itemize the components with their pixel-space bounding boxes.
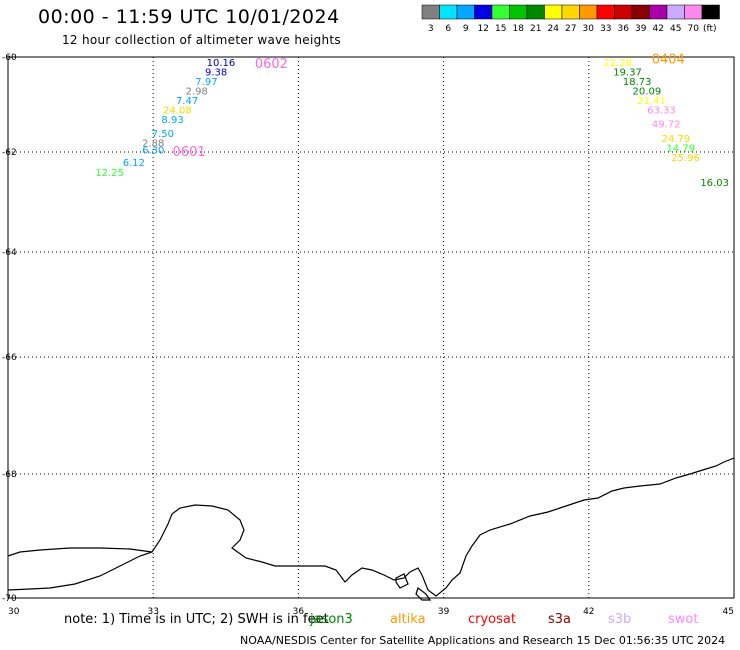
- wave-height-label: 10.16: [207, 58, 236, 69]
- coastline-inlet-2: [415, 587, 432, 601]
- wave-height-label: 16.03: [700, 178, 729, 189]
- colorbar-label: 70: [688, 24, 700, 34]
- wave-height-label: 24.08: [163, 105, 192, 116]
- wave-height-label: 25.96: [671, 153, 700, 164]
- coastline-inlet: [395, 573, 409, 589]
- satellite-legend-item: cryosat: [468, 612, 516, 627]
- wave-height-label: 7.50: [152, 129, 174, 140]
- colorbar-label: 36: [618, 24, 630, 34]
- lon-tick-label: 33: [147, 607, 158, 617]
- colorbar-label: 30: [583, 24, 595, 34]
- satellite-legend-item: s3a: [548, 612, 572, 627]
- colorbar-label: 9: [463, 24, 469, 34]
- wave-height-label: 24.79: [662, 134, 691, 145]
- lat-tick-label: -68: [2, 470, 17, 480]
- map-area: 30 33 36 39 42 45 -60 -62 -64 -66 -68 -70 10.169.38…: [2, 52, 735, 617]
- satellite-legend-item: altika: [390, 612, 426, 627]
- track-id-label: 0601: [173, 145, 206, 160]
- wave-height-label: 14.79: [666, 143, 695, 154]
- wave-height-label: 2.98: [186, 86, 208, 97]
- colorbar-label: (ft): [703, 24, 717, 34]
- lon-tick-label: 45: [723, 607, 734, 617]
- color-scale-legend: 3 6 9 12 15 18 21 24 27 30 33 36 39 42 45 70 (ft): [421, 4, 720, 34]
- wave-height-label: 49.72: [652, 120, 681, 131]
- colorbar-label: 24: [548, 24, 560, 34]
- satellite-legend-item: s3b: [608, 612, 632, 627]
- colorbar-swatch: [701, 4, 720, 20]
- map-subtitle: 12 hour collection of altimeter wave hei…: [62, 33, 341, 47]
- colorbar-label: 12: [478, 24, 489, 34]
- colorbar-label: 6: [445, 24, 451, 34]
- lon-tick-label: 42: [583, 607, 594, 617]
- wave-height-label: 20.09: [633, 86, 662, 97]
- lat-tick-label: -70: [2, 594, 17, 604]
- lon-tick-label: 39: [438, 607, 450, 617]
- colorbar-label: 18: [513, 24, 525, 34]
- colorbar-label: 42: [653, 24, 664, 34]
- lat-tick-label: -62: [2, 148, 17, 158]
- lat-tick-label: -64: [2, 248, 17, 258]
- map-title: 00:00 - 11:59 UTC 10/01/2024: [38, 6, 340, 28]
- wave-height-label: 6.30: [142, 146, 164, 157]
- colorbar-label: 33: [600, 24, 611, 34]
- map-note: note: 1) Time is in UTC; 2) SWH is in fe…: [64, 612, 329, 627]
- coastline: [7, 457, 735, 597]
- track-id-label: 0602: [255, 57, 288, 72]
- colorbar-label: 27: [565, 24, 576, 34]
- wave-height-label: 7.47: [176, 96, 198, 107]
- map-frame: [7, 56, 735, 599]
- colorbar-label: 21: [530, 24, 541, 34]
- coastline-island: [7, 547, 153, 557]
- wave-height-label: 9.38: [205, 67, 227, 78]
- colorbar-label: 3: [428, 24, 434, 34]
- wave-height-label: 63.33: [647, 105, 676, 116]
- wave-height-label: 19.37: [613, 67, 642, 78]
- wave-height-label: 8.93: [161, 115, 183, 126]
- wave-height-label: 7.97: [195, 77, 217, 88]
- wave-height-label: 6.12: [123, 158, 145, 169]
- lon-tick-label: 30: [8, 607, 20, 617]
- satellite-legend-item: swot: [668, 612, 699, 627]
- wave-height-label: 22.28: [604, 58, 633, 69]
- map-footer: NOAA/NESDIS Center for Satellite Applica…: [240, 634, 726, 647]
- wave-height-label: 18.73: [623, 77, 652, 88]
- lat-tick-label: -66: [2, 353, 17, 363]
- track-id-label: 0404: [652, 52, 685, 67]
- lat-tick-label: -60: [2, 53, 17, 63]
- colorbar-label: 15: [495, 24, 506, 34]
- colorbar-label: 39: [635, 24, 647, 34]
- wave-height-label: 12.25: [95, 168, 124, 179]
- satellite-legend-item: jason3: [310, 612, 353, 627]
- wave-height-label: 2.88: [142, 139, 164, 150]
- wave-height-label: 21.41: [637, 96, 666, 107]
- lon-tick-label: 36: [293, 607, 305, 617]
- colorbar-label: 45: [670, 24, 681, 34]
